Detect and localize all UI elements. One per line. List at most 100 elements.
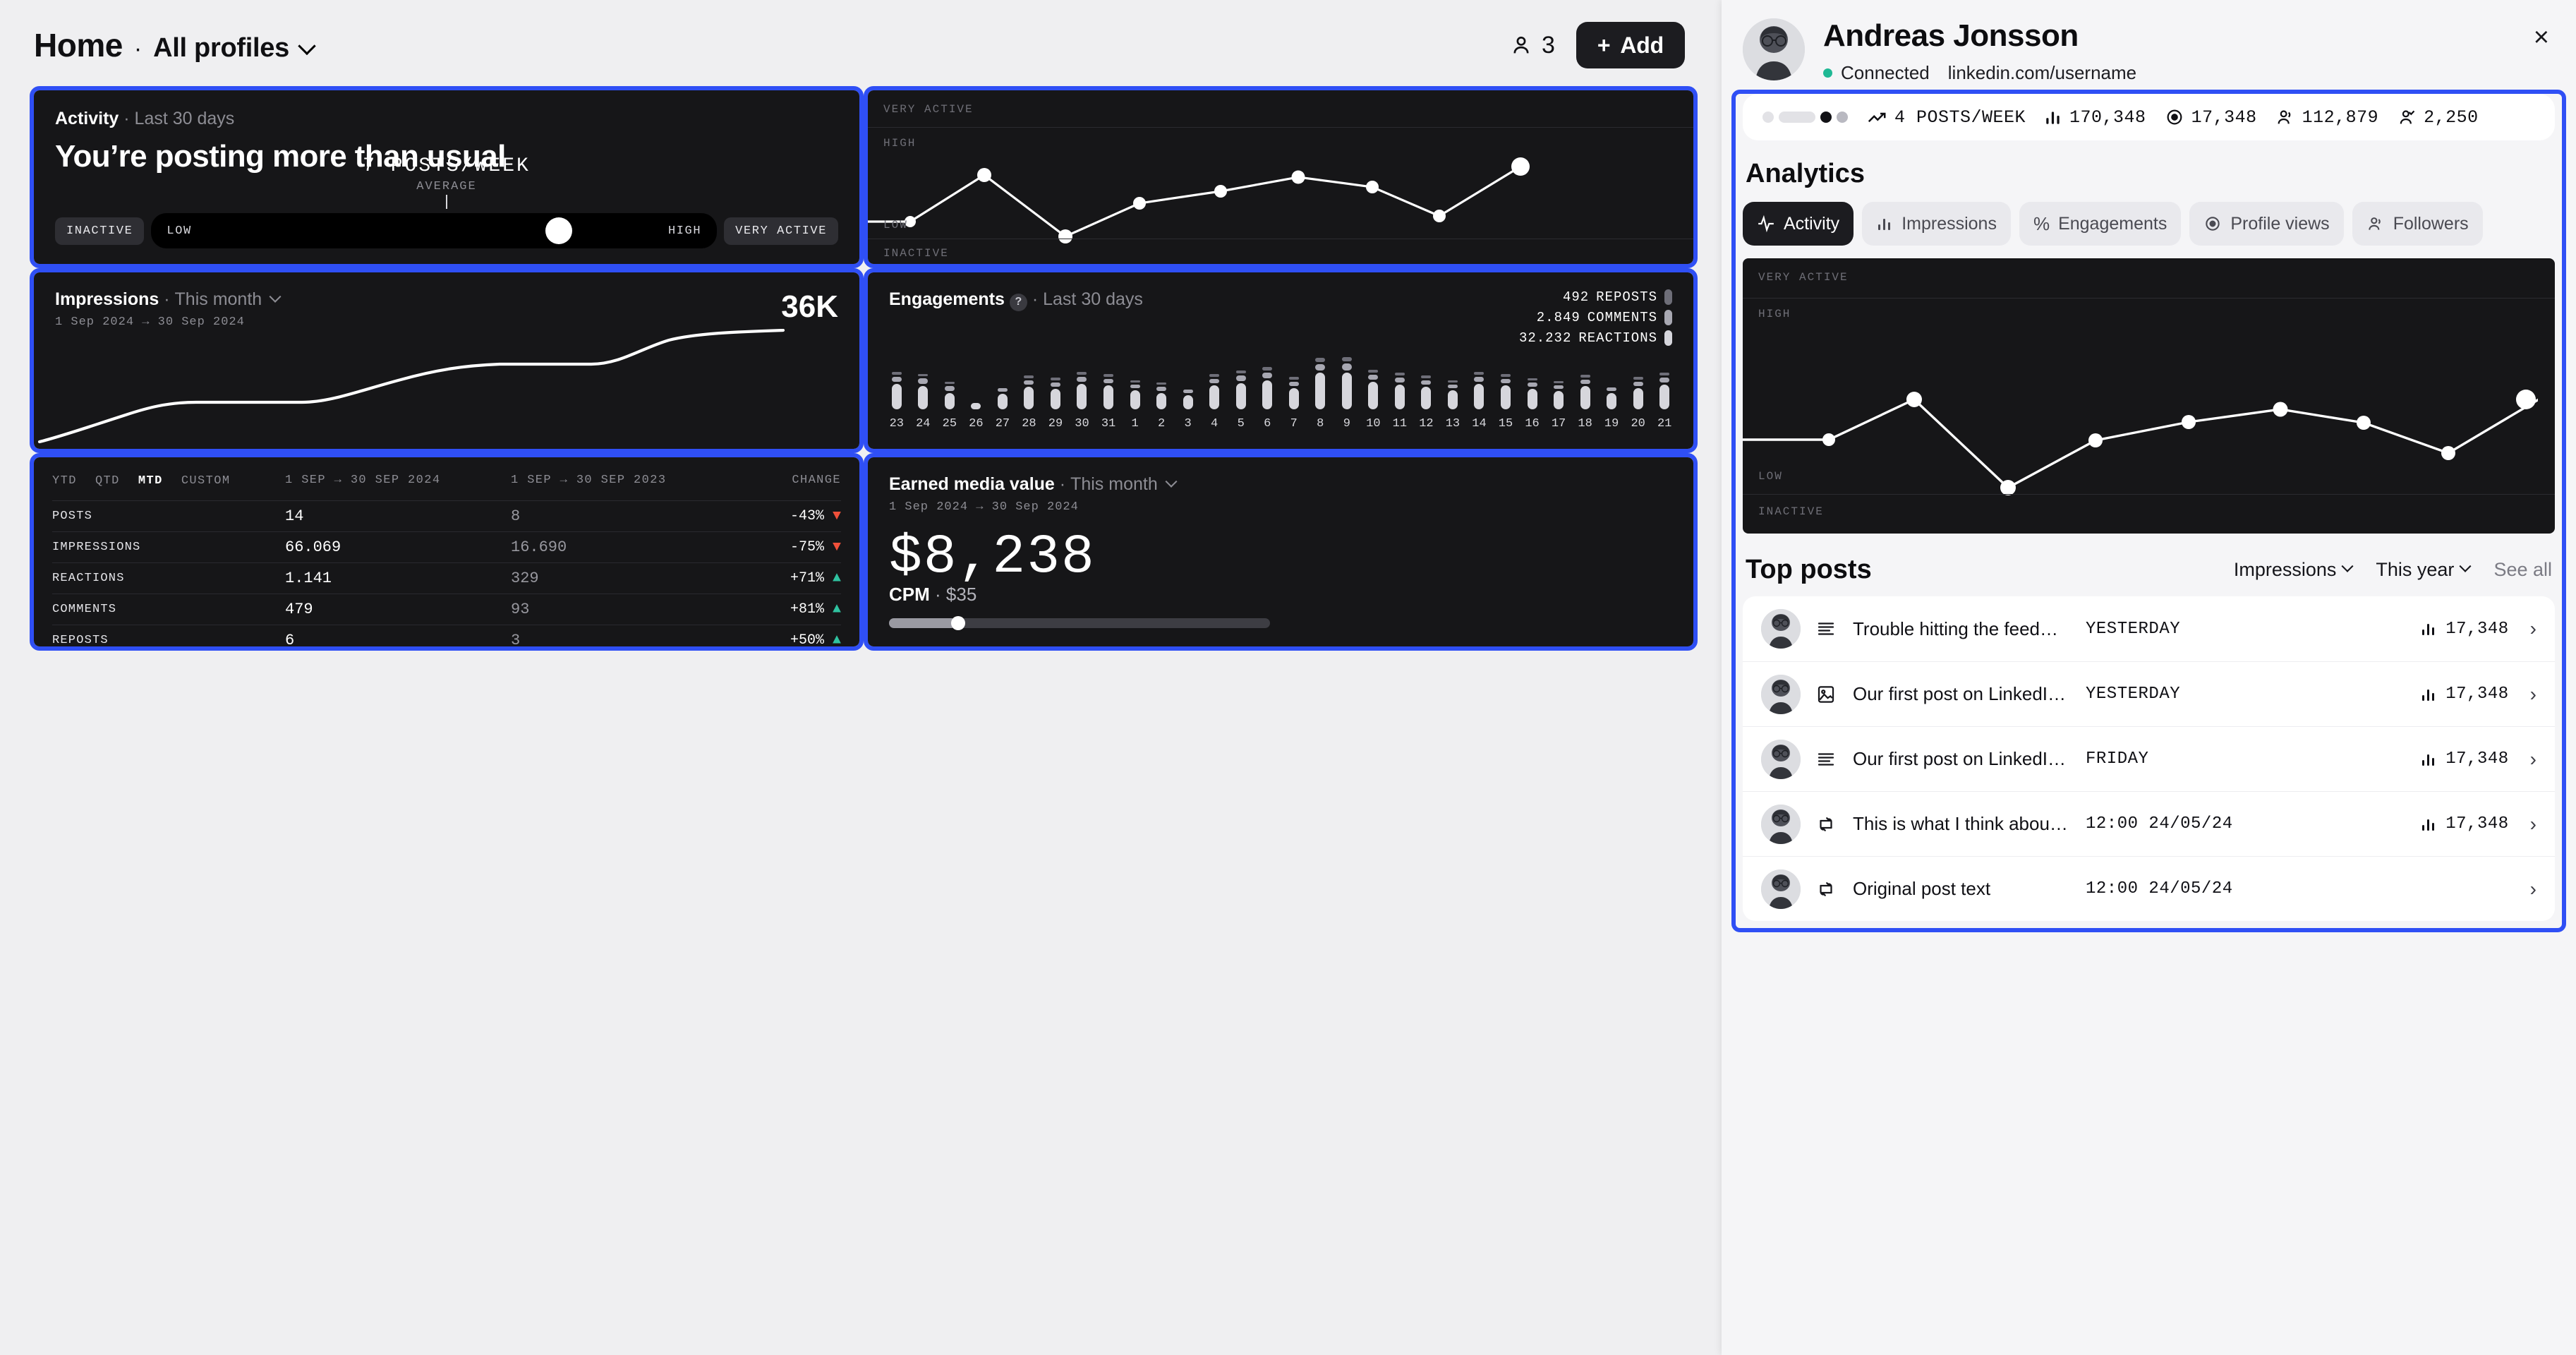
analytics-title: Analytics — [1746, 159, 1865, 188]
bar-segment-comments — [1103, 378, 1114, 384]
bar-column — [963, 357, 990, 409]
stat-new-followers: 2,250 — [2397, 107, 2479, 128]
bar-segment-reactions — [1368, 382, 1379, 409]
bar-column — [910, 357, 937, 409]
top-posts-metric-select[interactable]: Impressions — [2234, 559, 2354, 581]
bar-segment-reactions — [1421, 387, 1432, 409]
profile-count[interactable]: 3 — [1509, 32, 1555, 59]
gauge-chip-very-active[interactable]: VERY ACTIVE — [724, 217, 838, 245]
bar-segment-reactions — [1050, 388, 1060, 409]
profile-name: Andreas Jonsson — [1823, 18, 2079, 53]
row-current: 66.069 — [285, 531, 511, 563]
x-axis-label: 30 — [1075, 417, 1089, 430]
gauge-slider[interactable]: LOW HIGH — [151, 213, 718, 248]
pager-dot-2[interactable] — [1779, 112, 1815, 123]
profile-header: Andreas Jonsson Connected linkedin.com/u… — [1722, 0, 2576, 84]
emv-period[interactable]: This month — [1070, 474, 1158, 494]
bar-column — [1254, 357, 1281, 409]
segment-qtd[interactable]: QTD — [95, 474, 120, 488]
tab-engagements[interactable]: % Engagements — [2019, 202, 2182, 246]
tab-activity[interactable]: Activity — [1743, 202, 1854, 246]
cpm-slider-knob[interactable] — [951, 616, 965, 630]
bar-column — [1360, 357, 1387, 409]
bar-segment-reactions — [1156, 392, 1167, 409]
bar-segment-comments — [1183, 390, 1193, 394]
avatar — [1761, 609, 1801, 649]
text-post-icon — [1818, 622, 1834, 635]
tab-followers[interactable]: Followers — [2352, 202, 2483, 246]
stats-pager[interactable] — [1762, 112, 1848, 123]
post-list-item[interactable]: Trouble hitting the feed… YESTERDAY 17,348… — [1743, 596, 2555, 661]
chevron-down-icon — [2459, 560, 2472, 572]
pager-dot-active[interactable] — [1820, 112, 1832, 123]
legend-item-reactions: 32.232 REACTIONS — [1519, 330, 1672, 346]
add-button[interactable]: + Add — [1576, 22, 1685, 68]
chevron-right-icon[interactable]: › — [2529, 877, 2536, 900]
gauge-chip-inactive[interactable]: INACTIVE — [55, 217, 145, 245]
chevron-right-icon[interactable]: › — [2529, 812, 2536, 835]
segment-mtd[interactable]: MTD — [138, 474, 163, 488]
repost-icon — [1810, 879, 1842, 900]
x-axis-label: 27 — [995, 417, 1010, 430]
profile-url[interactable]: linkedin.com/username — [1947, 62, 2137, 83]
bar-segment-comments — [1050, 382, 1060, 387]
segment-ytd[interactable]: YTD — [52, 474, 77, 488]
x-axis-label: 11 — [1392, 417, 1408, 430]
breadcrumb-home[interactable]: Home — [34, 27, 123, 64]
segment-custom[interactable]: CUSTOM — [181, 474, 231, 488]
bar-segment-reposts — [1288, 377, 1299, 380]
cpm-slider[interactable] — [889, 616, 1270, 630]
bar-segment-reposts — [1262, 367, 1273, 371]
earned-media-value-card: Earned media value · This month 1 Sep 20… — [864, 453, 1698, 651]
post-metric-value: 17,348 — [2445, 619, 2509, 639]
chevron-right-icon[interactable]: › — [2529, 747, 2536, 770]
top-posts-period-select[interactable]: This year — [2376, 559, 2472, 581]
impressions-period[interactable]: This month — [174, 289, 262, 309]
x-axis-label: 31 — [1101, 417, 1116, 430]
gauge-tick-mark — [446, 195, 447, 209]
col-header-current: 1 SEP → 30 SEP 2024 — [285, 474, 441, 487]
cpm-separator: · — [935, 584, 941, 605]
table-row: REPOSTS 6 3 +50% ▲ — [52, 625, 841, 646]
post-title: Our first post on LinkedI… — [1853, 748, 2067, 769]
pager-dot-4[interactable] — [1837, 112, 1848, 123]
see-all-link[interactable]: See all — [2493, 559, 2552, 580]
tab-impressions[interactable]: Impressions — [1862, 202, 2011, 246]
bar-segment-reactions — [1024, 387, 1034, 409]
bar-column — [1413, 357, 1440, 409]
band-label-high: HIGH — [1758, 308, 1791, 320]
stat-profile-views: 17,348 — [2165, 107, 2257, 128]
help-icon[interactable]: ? — [1009, 293, 1027, 311]
bar-segment-comments — [1500, 378, 1511, 384]
avatar — [1761, 869, 1801, 909]
post-list-item[interactable]: Original post text 12:00 24/05/24 › — [1743, 856, 2555, 921]
post-list-item[interactable]: Our first post on LinkedI… FRIDAY 17,348 › — [1743, 726, 2555, 791]
post-list-item[interactable]: This is what I think abou… 12:00 24/05/24… — [1743, 791, 2555, 856]
tab-profile-views[interactable]: Profile views — [2189, 202, 2344, 246]
chevron-down-icon[interactable] — [298, 37, 316, 56]
chevron-right-icon[interactable]: › — [2529, 682, 2536, 705]
chevron-down-icon[interactable] — [1165, 475, 1178, 488]
post-list-item[interactable]: Our first post on LinkedI… YESTERDAY 17,34… — [1743, 661, 2555, 726]
close-icon[interactable]: × — [2533, 23, 2549, 52]
table-row: POSTS 14 8 -43% ▼ — [52, 500, 841, 532]
breadcrumb-all-profiles[interactable]: All profiles — [153, 33, 289, 63]
band-label-low: LOW — [1758, 470, 1783, 483]
bar-column — [989, 357, 1016, 409]
gauge-slider-knob[interactable] — [545, 217, 572, 244]
x-axis-label: 6 — [1264, 417, 1271, 430]
post-date: FRIDAY — [2086, 749, 2149, 769]
tab-activity-label: Activity — [1784, 213, 1840, 234]
bar-column — [1016, 357, 1043, 409]
bar-segment-comments — [1659, 377, 1670, 383]
chevron-down-icon[interactable] — [269, 290, 282, 303]
activity-period: Last 30 days — [134, 109, 235, 128]
impressions-card: Impressions · This month 1 Sep 2024 → 30… — [30, 268, 864, 453]
engagements-bar-chart — [883, 357, 1678, 409]
repost-icon — [1810, 814, 1842, 835]
emv-value: $8,238 — [889, 526, 1096, 589]
bar-segment-reactions — [1527, 388, 1537, 409]
chevron-right-icon[interactable]: › — [2529, 618, 2536, 639]
bar-segment-comments — [1474, 376, 1484, 382]
pager-dot-1[interactable] — [1762, 112, 1774, 123]
